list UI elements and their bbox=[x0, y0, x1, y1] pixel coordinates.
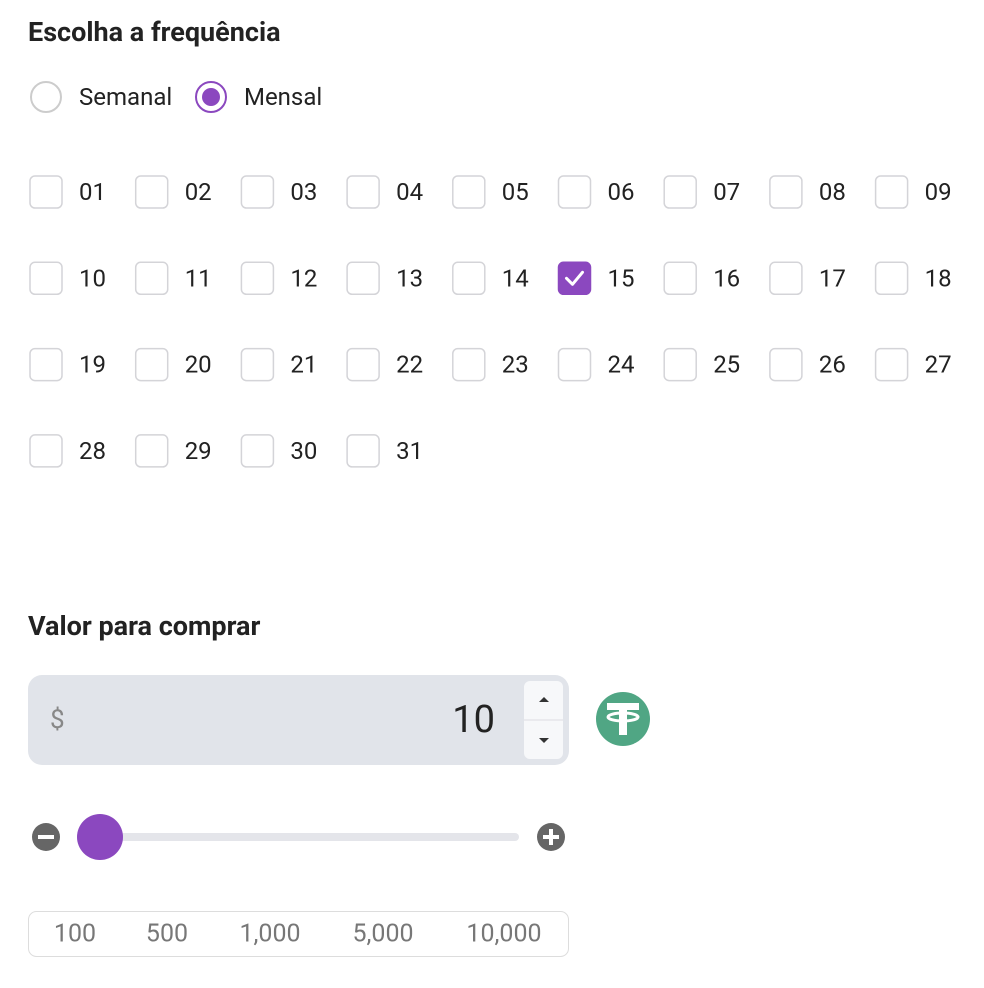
amount-title: Valor para comprar bbox=[28, 610, 260, 642]
day-checkbox[interactable] bbox=[557, 347, 592, 382]
slider-track[interactable] bbox=[100, 833, 519, 841]
day-checkbox[interactable] bbox=[452, 347, 486, 382]
preset[interactable]: 10,000 bbox=[466, 920, 541, 949]
day-label: 15 bbox=[608, 264, 635, 292]
day-checkbox[interactable] bbox=[134, 175, 169, 209]
day-label: 14 bbox=[502, 264, 529, 292]
amount-input[interactable] bbox=[28, 675, 569, 765]
day-label: 29 bbox=[185, 437, 212, 465]
day-label: 05 bbox=[502, 178, 529, 206]
day-label: 18 bbox=[925, 264, 952, 292]
decrease-button[interactable] bbox=[32, 823, 60, 851]
day-label: 08 bbox=[819, 178, 846, 206]
radio-label: Mensal bbox=[244, 83, 322, 111]
preset[interactable]: 1,000 bbox=[239, 920, 300, 949]
day-checkbox[interactable] bbox=[874, 261, 909, 296]
day-label: 03 bbox=[290, 178, 317, 206]
increase-button[interactable] bbox=[537, 823, 565, 851]
day-checkbox[interactable] bbox=[769, 347, 803, 382]
radio-dot bbox=[202, 88, 220, 106]
day-label: 06 bbox=[608, 178, 635, 206]
day-label: 13 bbox=[396, 264, 423, 292]
day-checkbox[interactable] bbox=[663, 347, 697, 382]
day-label: 12 bbox=[290, 264, 317, 292]
day-label: 21 bbox=[290, 351, 317, 379]
day-checkbox[interactable] bbox=[134, 261, 169, 296]
radio[interactable] bbox=[30, 81, 62, 113]
day-label: 23 bbox=[502, 351, 529, 379]
day-label: 24 bbox=[608, 351, 635, 379]
day-checkbox[interactable] bbox=[134, 434, 169, 468]
day-label: 11 bbox=[185, 264, 212, 292]
slider-thumb[interactable] bbox=[77, 814, 123, 860]
day-checkbox[interactable] bbox=[346, 261, 380, 296]
day-label: 20 bbox=[185, 351, 212, 379]
day-label: 04 bbox=[396, 178, 423, 206]
day-label: 17 bbox=[819, 264, 846, 292]
day-checkbox[interactable] bbox=[29, 347, 63, 382]
day-label: 28 bbox=[79, 437, 106, 465]
day-label: 31 bbox=[396, 437, 423, 465]
day-checkbox[interactable] bbox=[663, 261, 697, 296]
day-label: 27 bbox=[925, 351, 952, 379]
day-label: 22 bbox=[396, 351, 423, 379]
day-label: 09 bbox=[925, 178, 952, 206]
day-checkbox[interactable] bbox=[346, 347, 380, 382]
frequency-title: Escolha a frequência bbox=[28, 16, 281, 48]
amount-value: 10 bbox=[452, 698, 495, 742]
day-label: 16 bbox=[713, 264, 740, 292]
day-checkbox[interactable] bbox=[29, 434, 63, 468]
preset[interactable]: 100 bbox=[54, 920, 96, 949]
token-icon bbox=[596, 692, 650, 746]
preset[interactable]: 500 bbox=[146, 920, 188, 949]
day-label: 01 bbox=[79, 178, 106, 206]
day-checkbox[interactable] bbox=[557, 261, 592, 296]
day-label: 25 bbox=[713, 351, 740, 379]
presets-box bbox=[28, 911, 569, 957]
day-checkbox[interactable] bbox=[240, 261, 275, 296]
day-checkbox[interactable] bbox=[452, 261, 486, 296]
day-label: 30 bbox=[290, 437, 317, 465]
day-checkbox[interactable] bbox=[134, 347, 169, 382]
radio-label: Semanal bbox=[79, 83, 172, 111]
day-checkbox[interactable] bbox=[29, 175, 63, 209]
day-checkbox[interactable] bbox=[240, 175, 275, 209]
step-down[interactable] bbox=[539, 738, 549, 743]
day-checkbox[interactable] bbox=[769, 261, 803, 296]
day-label: 10 bbox=[79, 264, 106, 292]
day-label: 19 bbox=[79, 351, 106, 379]
preset[interactable]: 5,000 bbox=[352, 920, 413, 949]
day-checkbox[interactable] bbox=[769, 175, 803, 209]
step-up[interactable] bbox=[539, 697, 549, 702]
day-checkbox[interactable] bbox=[874, 175, 909, 209]
day-checkbox[interactable] bbox=[346, 434, 380, 468]
day-checkbox[interactable] bbox=[452, 175, 486, 209]
check-mark bbox=[565, 270, 584, 286]
day-checkbox[interactable] bbox=[346, 175, 380, 209]
day-checkbox[interactable] bbox=[240, 347, 275, 382]
day-label: 07 bbox=[713, 178, 740, 206]
currency: $ bbox=[50, 705, 65, 735]
day-checkbox[interactable] bbox=[874, 347, 909, 382]
day-checkbox[interactable] bbox=[29, 261, 63, 296]
day-checkbox[interactable] bbox=[240, 434, 275, 468]
day-label: 26 bbox=[819, 351, 846, 379]
day-checkbox[interactable] bbox=[663, 175, 697, 209]
day-checkbox[interactable] bbox=[557, 175, 592, 209]
day-label: 02 bbox=[185, 178, 212, 206]
